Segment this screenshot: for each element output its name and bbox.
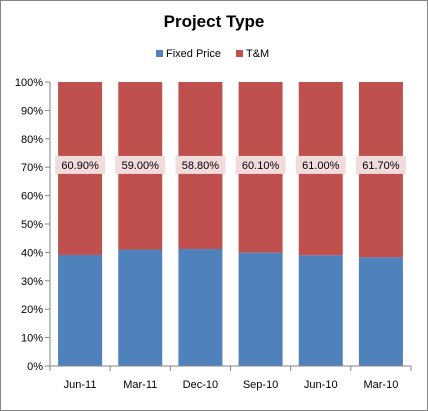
y-tick-label: 100% xyxy=(15,77,43,89)
x-tick-label: Jun-10 xyxy=(304,379,338,391)
bar-fixed-price xyxy=(58,254,103,366)
data-label-text: 59.00% xyxy=(122,160,160,172)
y-tick-label: 0% xyxy=(27,361,43,373)
x-tick-label: Dec-10 xyxy=(183,379,218,391)
data-label-text: 61.00% xyxy=(302,160,340,172)
legend-swatch-tm xyxy=(236,50,243,57)
data-label-tm: 61.70% xyxy=(355,155,406,174)
y-tick-label: 20% xyxy=(21,304,43,316)
plot-area: 0% 10% 20% 30% 40% 50% 60% 70% 80% 90% 100% Jun-11 M… xyxy=(15,77,412,391)
y-tick-label: 40% xyxy=(21,247,43,259)
legend-label-tm: T&M xyxy=(246,48,269,60)
data-label-background xyxy=(55,155,106,174)
bar-fixed-price xyxy=(238,252,283,366)
data-label-background xyxy=(175,155,226,174)
legend-swatch-fixed-price xyxy=(156,50,163,57)
data-label-tm: 61.00% xyxy=(295,155,346,174)
y-tick-label: 70% xyxy=(21,162,43,174)
bar-fixed-price xyxy=(118,249,163,366)
y-tick-label: 90% xyxy=(21,105,43,117)
x-tick-label: Jun-11 xyxy=(64,379,97,391)
y-tick-label: 60% xyxy=(21,191,43,203)
data-label-background xyxy=(115,155,166,174)
data-label-background xyxy=(295,155,346,174)
data-label-text: 58.80% xyxy=(182,160,220,172)
data-label-text: 61.70% xyxy=(362,160,400,172)
data-label-background xyxy=(355,155,406,174)
bar-fixed-price xyxy=(298,255,343,366)
legend-label-fixed-price: Fixed Price xyxy=(166,48,221,60)
bar-fixed-price xyxy=(358,257,403,366)
data-label-tm: 60.90% xyxy=(55,155,106,174)
data-label-tm: 60.10% xyxy=(235,155,286,174)
data-label-tm: 58.80% xyxy=(175,155,226,174)
x-tick-label: Sep-10 xyxy=(243,379,278,391)
y-tick-label: 80% xyxy=(21,134,43,146)
y-tick-label: 30% xyxy=(21,276,43,288)
x-tick-label: Mar-11 xyxy=(123,379,157,391)
data-label-tm: 59.00% xyxy=(115,155,166,174)
x-tick-label: Mar-10 xyxy=(363,379,398,391)
y-tick-label: 50% xyxy=(21,219,43,231)
bar-fixed-price xyxy=(178,248,223,366)
data-label-text: 60.10% xyxy=(242,160,280,172)
legend: Fixed Price T&M xyxy=(156,48,269,60)
data-label-text: 60.90% xyxy=(61,160,99,172)
y-tick-label: 10% xyxy=(21,333,43,345)
chart-title: Project Type xyxy=(164,12,265,31)
data-label-background xyxy=(235,155,286,174)
